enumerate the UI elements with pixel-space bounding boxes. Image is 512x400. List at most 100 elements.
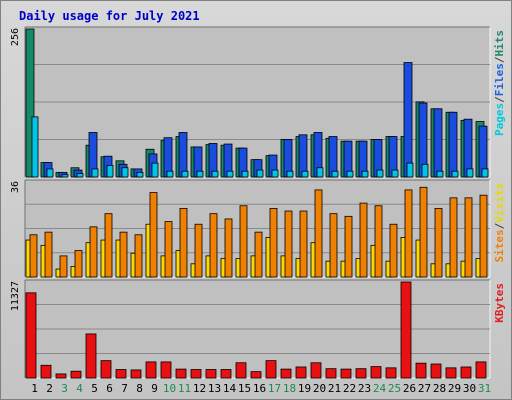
x-tick-label: 25 xyxy=(388,382,401,395)
bar-top-s2-d9 xyxy=(151,162,159,178)
x-tick-label: 29 xyxy=(448,382,461,395)
panel-bot: 11327 KBytes xyxy=(10,279,506,379)
x-tick-label: 1 xyxy=(31,382,38,395)
x-tick-label: 7 xyxy=(121,382,128,395)
bar-mid-s1-d12 xyxy=(194,223,203,278)
x-tick-label: 4 xyxy=(76,382,83,395)
x-tick-label: 16 xyxy=(253,382,266,395)
bar-bot-s0-d30 xyxy=(460,366,472,379)
bar-mid-s1-d26 xyxy=(404,189,413,278)
bar-mid-s1-d17 xyxy=(269,207,278,278)
x-tick-label: 17 xyxy=(268,382,281,395)
legend-entry: / xyxy=(493,56,506,63)
bar-top-s2-d29 xyxy=(451,170,459,178)
bar-top-s2-d11 xyxy=(181,170,189,178)
x-tick-label: 19 xyxy=(298,382,311,395)
x-tick-label: 10 xyxy=(163,382,176,395)
x-tick-label: 14 xyxy=(223,382,237,395)
bar-mid-s1-d18 xyxy=(284,210,293,278)
bar-mid-s1-d5 xyxy=(89,226,98,278)
bar-top-s1-d26 xyxy=(403,62,413,178)
bar-mid-s1-d1 xyxy=(29,234,38,278)
bar-bot-s0-d18 xyxy=(280,368,292,379)
x-tick-label: 20 xyxy=(313,382,326,395)
max-value-label: 11327 xyxy=(10,281,21,311)
bar-mid-s1-d7 xyxy=(119,231,128,278)
bar-top-s0-d1 xyxy=(25,28,35,178)
bar-mid-s1-d8 xyxy=(134,234,143,278)
bar-top-s2-d8 xyxy=(136,171,144,178)
legend-entry: Pages xyxy=(493,103,506,136)
bar-top-s2-d12 xyxy=(196,170,204,178)
bar-bot-s0-d5 xyxy=(85,333,97,379)
bar-mid-s1-d23 xyxy=(359,202,368,278)
legend-entry: / xyxy=(493,222,506,229)
bar-top-s2-d5 xyxy=(91,168,99,178)
x-tick-label: 11 xyxy=(178,382,191,395)
bar-top-s2-d2 xyxy=(46,168,54,178)
bar-bot-s0-d10 xyxy=(160,361,172,379)
bar-bot-s0-d3 xyxy=(55,373,67,379)
bar-bot-s0-d6 xyxy=(100,360,112,379)
bar-bot-s0-d4 xyxy=(70,370,82,379)
bar-bot-s0-d21 xyxy=(325,368,337,379)
legend-entry: Files xyxy=(493,63,506,96)
x-axis-labels: 1 2 3 4 5 6 7 8 9 10 11 12 13 14 15 16 17 18 19 20 21 22 23 24 2… xyxy=(31,382,491,395)
bar-mid-s1-d2 xyxy=(44,231,53,278)
bar-bot-s0-d11 xyxy=(175,368,187,379)
bar-bot-s0-d7 xyxy=(115,369,127,379)
bar-top-s2-d22 xyxy=(346,170,354,178)
bar-bot-s0-d8 xyxy=(130,369,142,379)
x-tick-label: 13 xyxy=(208,382,221,395)
bar-top-s1-d28 xyxy=(433,108,443,178)
x-tick-label: 8 xyxy=(136,382,143,395)
legend-entry: Hits xyxy=(493,30,506,57)
x-tick-label: 2 xyxy=(46,382,53,395)
legend-entry: KBytes xyxy=(493,283,506,323)
bar-mid-s1-d4 xyxy=(74,250,83,278)
bar-bot-s0-d1 xyxy=(25,292,37,379)
legend-label: Sites/Visits xyxy=(493,183,506,263)
bar-bot-s0-d2 xyxy=(40,364,52,379)
bar-mid-s1-d31 xyxy=(479,194,488,278)
bar-mid-s1-d14 xyxy=(224,218,233,278)
bar-bot-s0-d26 xyxy=(400,281,412,379)
legend-entry: Visits xyxy=(493,183,506,223)
x-tick-label: 21 xyxy=(328,382,341,395)
bar-top-s2-d31 xyxy=(481,168,489,178)
x-tick-label: 15 xyxy=(238,382,251,395)
bar-top-s2-d30 xyxy=(466,168,474,178)
bar-top-s1-d30 xyxy=(463,118,473,178)
bar-bot-s0-d22 xyxy=(340,368,352,379)
bar-bot-s0-d29 xyxy=(445,367,457,379)
max-value-label: 36 xyxy=(10,181,21,193)
bar-bot-s0-d20 xyxy=(310,362,322,379)
bar-top-s2-d3 xyxy=(61,174,69,178)
chart-title: Daily usage for July 2021 xyxy=(19,9,200,23)
bar-bot-s0-d13 xyxy=(205,369,217,379)
bar-top-s2-d28 xyxy=(436,170,444,178)
bar-top-s2-d14 xyxy=(226,170,234,178)
bar-mid-s1-d29 xyxy=(449,197,458,278)
bar-mid-s1-d24 xyxy=(374,205,383,278)
bar-bot-s0-d27 xyxy=(415,362,427,379)
bar-bot-s0-d28 xyxy=(430,363,442,379)
bar-bot-s0-d19 xyxy=(295,366,307,379)
bar-top-s2-d24 xyxy=(376,169,384,178)
bar-mid-s1-d13 xyxy=(209,213,218,278)
bar-top-s2-d17 xyxy=(271,169,279,178)
x-tick-label: 27 xyxy=(418,382,431,395)
bar-top-s2-d27 xyxy=(421,163,429,178)
bar-top-s2-d4 xyxy=(76,173,84,178)
bar-mid-s1-d3 xyxy=(59,255,68,278)
bar-top-s2-d13 xyxy=(211,170,219,178)
max-value-label: 256 xyxy=(10,28,21,46)
x-tick-label: 18 xyxy=(283,382,296,395)
legend-label: KBytes xyxy=(493,283,506,323)
x-tick-label: 26 xyxy=(403,382,416,395)
bar-mid-s1-d15 xyxy=(239,205,248,278)
bar-top-s2-d6 xyxy=(106,165,114,178)
bar-bot-s0-d24 xyxy=(370,366,382,379)
bar-top-s2-d10 xyxy=(166,170,174,178)
